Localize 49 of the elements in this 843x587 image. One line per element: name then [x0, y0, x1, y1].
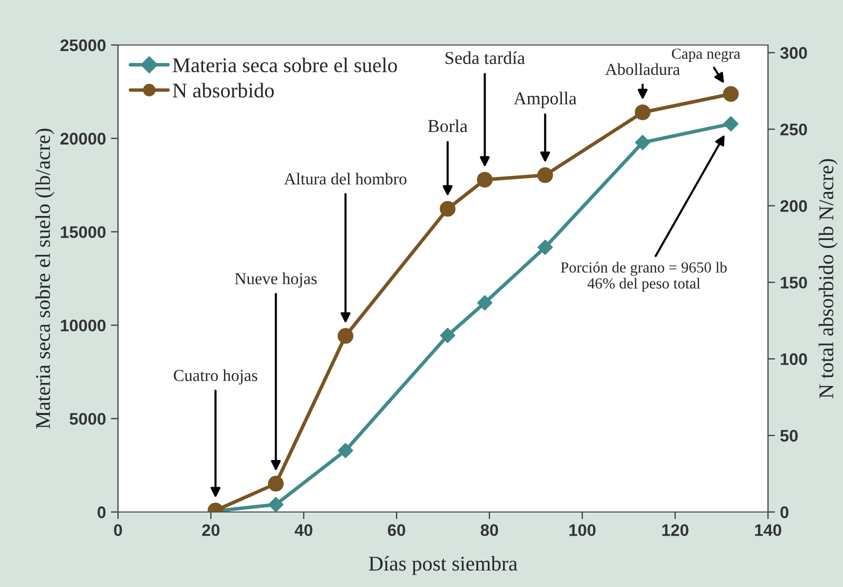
annotation: Ampolla [514, 92, 576, 108]
point [634, 104, 651, 120]
annotation: Abolladura [605, 63, 680, 75]
annotation: Borla [428, 119, 468, 132]
y2-axis-title: N total absorbido (lb N/acre) [818, 159, 838, 398]
x-tick-label: 20 [202, 524, 220, 536]
y2-tick-label: 200 [780, 200, 807, 212]
point [476, 172, 493, 188]
x-tick-label: 40 [294, 524, 312, 536]
y2-tick-label: 300 [780, 47, 807, 59]
y-tick-label: 0 [98, 506, 106, 518]
y-tick-label: 10000 [60, 320, 106, 332]
point [338, 328, 354, 344]
y-tick-label: 25000 [60, 39, 106, 52]
y-tick-label: 20000 [60, 132, 106, 145]
point [477, 295, 492, 310]
x-tick-label: 120 [662, 524, 688, 536]
point [268, 496, 284, 512]
point [440, 200, 456, 217]
x-tick-label: 0 [114, 524, 122, 536]
y2-tick-label: 150 [780, 276, 807, 289]
x-axis-title: Días post siembra [368, 556, 518, 575]
point [723, 116, 739, 132]
annotation: Nueve hojas [234, 272, 317, 288]
point [440, 328, 456, 344]
legend-label: N absorbido [172, 82, 274, 98]
annotation: Seda tardía [446, 51, 525, 64]
y2-tick-label: 50 [780, 430, 798, 442]
point [537, 240, 553, 256]
point [268, 476, 284, 492]
x-tick-label: 140 [755, 524, 782, 536]
point [537, 167, 554, 184]
point [338, 442, 354, 458]
y2-tick-label: 0 [780, 506, 788, 518]
y-tick-label: 5000 [70, 413, 106, 425]
y-tick-label: 15000 [60, 226, 106, 238]
y2-tick-label: 100 [780, 353, 807, 366]
y2-tick-label: 250 [780, 124, 807, 136]
y-axis-title: Materia seca sobre el suelo (lb/acre) [35, 128, 54, 429]
annotation: Capa negra [672, 48, 740, 62]
x-tick-label: 100 [569, 524, 596, 536]
annotation: Porción de grano = 9650 lb 46% del peso total [560, 262, 727, 292]
x-tick-label: 80 [480, 524, 498, 536]
point [634, 134, 650, 150]
annotation: Altura del hombro [284, 172, 406, 185]
legend-label: Materia seca sobre el suelo [172, 58, 397, 72]
x-tick-label: 60 [388, 524, 406, 536]
point [722, 86, 739, 102]
annotation: Cuatro hojas [174, 369, 258, 384]
